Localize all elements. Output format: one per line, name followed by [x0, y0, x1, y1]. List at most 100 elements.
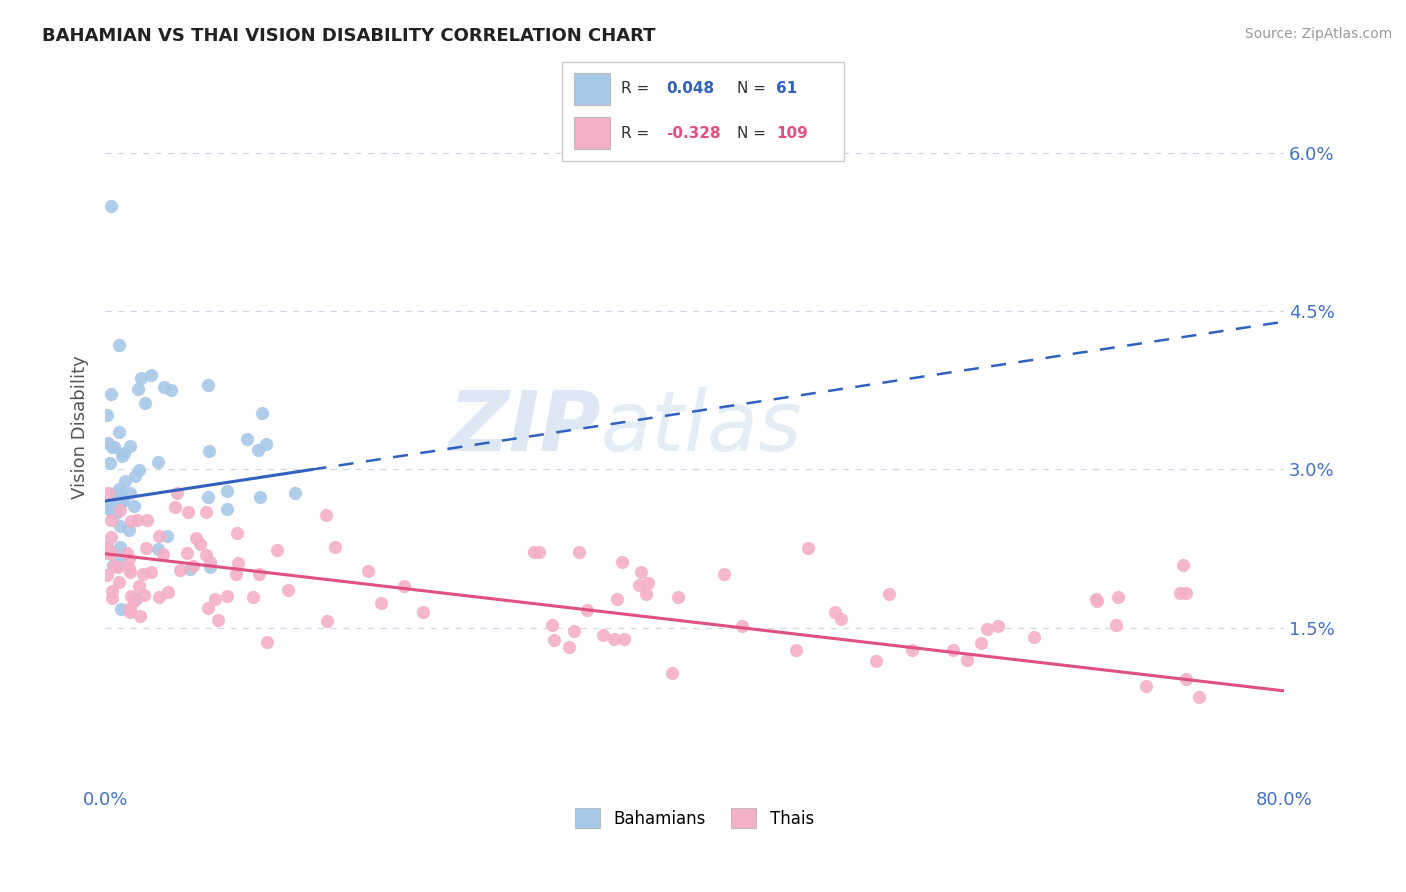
Point: [96, 408, 118, 422]
Text: atlas: atlas: [600, 386, 801, 467]
Bar: [574, 73, 610, 104]
Point: [125, 513, 148, 527]
Point: [1085, 594, 1108, 608]
Point: [122, 594, 145, 608]
Text: 0.048: 0.048: [666, 81, 714, 96]
Point: [108, 425, 131, 439]
Text: -0.328: -0.328: [666, 126, 721, 141]
Point: [370, 596, 392, 610]
Point: [134, 588, 156, 602]
Point: [568, 545, 591, 559]
Point: [942, 642, 965, 657]
Point: [785, 642, 807, 657]
Point: [104, 494, 127, 508]
Point: [96, 541, 118, 556]
Point: [110, 487, 132, 501]
Point: [125, 591, 148, 606]
Point: [118, 561, 141, 575]
Point: [108, 503, 131, 517]
Point: [200, 555, 222, 569]
Point: [166, 486, 188, 500]
Point: [104, 487, 127, 501]
Point: [96, 501, 118, 516]
Point: [277, 582, 299, 597]
Text: 109: 109: [776, 126, 808, 141]
Point: [108, 540, 131, 554]
Point: [634, 587, 657, 601]
Point: [111, 494, 134, 508]
Point: [713, 567, 735, 582]
Text: N =: N =: [737, 126, 766, 141]
Point: [225, 566, 247, 581]
Point: [101, 558, 124, 572]
Point: [107, 338, 129, 352]
Point: [197, 378, 219, 392]
Point: [1022, 630, 1045, 644]
Point: [557, 640, 579, 654]
Point: [108, 518, 131, 533]
Point: [1107, 590, 1129, 604]
Point: [169, 563, 191, 577]
Point: [100, 501, 122, 516]
Point: [527, 545, 550, 559]
Point: [100, 546, 122, 560]
Point: [236, 433, 259, 447]
Point: [148, 542, 170, 557]
Point: [110, 602, 132, 616]
Point: [824, 606, 846, 620]
Point: [96, 546, 118, 560]
Point: [226, 557, 249, 571]
Point: [100, 514, 122, 528]
Point: [357, 564, 380, 578]
Point: [112, 446, 135, 460]
Point: [165, 500, 187, 515]
Point: [120, 486, 142, 500]
Point: [153, 380, 176, 394]
Point: [976, 622, 998, 636]
Point: [124, 469, 146, 483]
Point: [118, 565, 141, 579]
Text: N =: N =: [737, 81, 766, 96]
Point: [215, 589, 238, 603]
Point: [101, 506, 124, 520]
Text: ZIP: ZIP: [447, 386, 600, 467]
Point: [103, 440, 125, 454]
Point: [148, 529, 170, 543]
Point: [1168, 586, 1191, 600]
Point: [796, 541, 818, 555]
Point: [120, 514, 142, 528]
Point: [603, 632, 626, 647]
Point: [104, 485, 127, 500]
Point: [217, 502, 239, 516]
Point: [132, 566, 155, 581]
Point: [242, 591, 264, 605]
Point: [104, 506, 127, 520]
Point: [120, 589, 142, 603]
Point: [136, 513, 159, 527]
Point: [107, 483, 129, 497]
Point: [541, 618, 564, 632]
Point: [97, 543, 120, 558]
Point: [956, 653, 979, 667]
Point: [157, 584, 180, 599]
Point: [98, 457, 121, 471]
Text: BAHAMIAN VS THAI VISION DISABILITY CORRELATION CHART: BAHAMIAN VS THAI VISION DISABILITY CORRE…: [42, 27, 655, 45]
Point: [254, 436, 277, 450]
Point: [226, 526, 249, 541]
Point: [118, 551, 141, 566]
Point: [101, 591, 124, 605]
Point: [141, 565, 163, 579]
Point: [195, 549, 218, 563]
Point: [1135, 680, 1157, 694]
Point: [148, 591, 170, 605]
Point: [194, 505, 217, 519]
Point: [135, 541, 157, 555]
Point: [104, 500, 127, 515]
Point: [1173, 558, 1195, 572]
Point: [830, 612, 852, 626]
Point: [315, 508, 337, 523]
Point: [1105, 618, 1128, 632]
Point: [198, 559, 221, 574]
Point: [197, 491, 219, 505]
Point: [204, 591, 226, 606]
